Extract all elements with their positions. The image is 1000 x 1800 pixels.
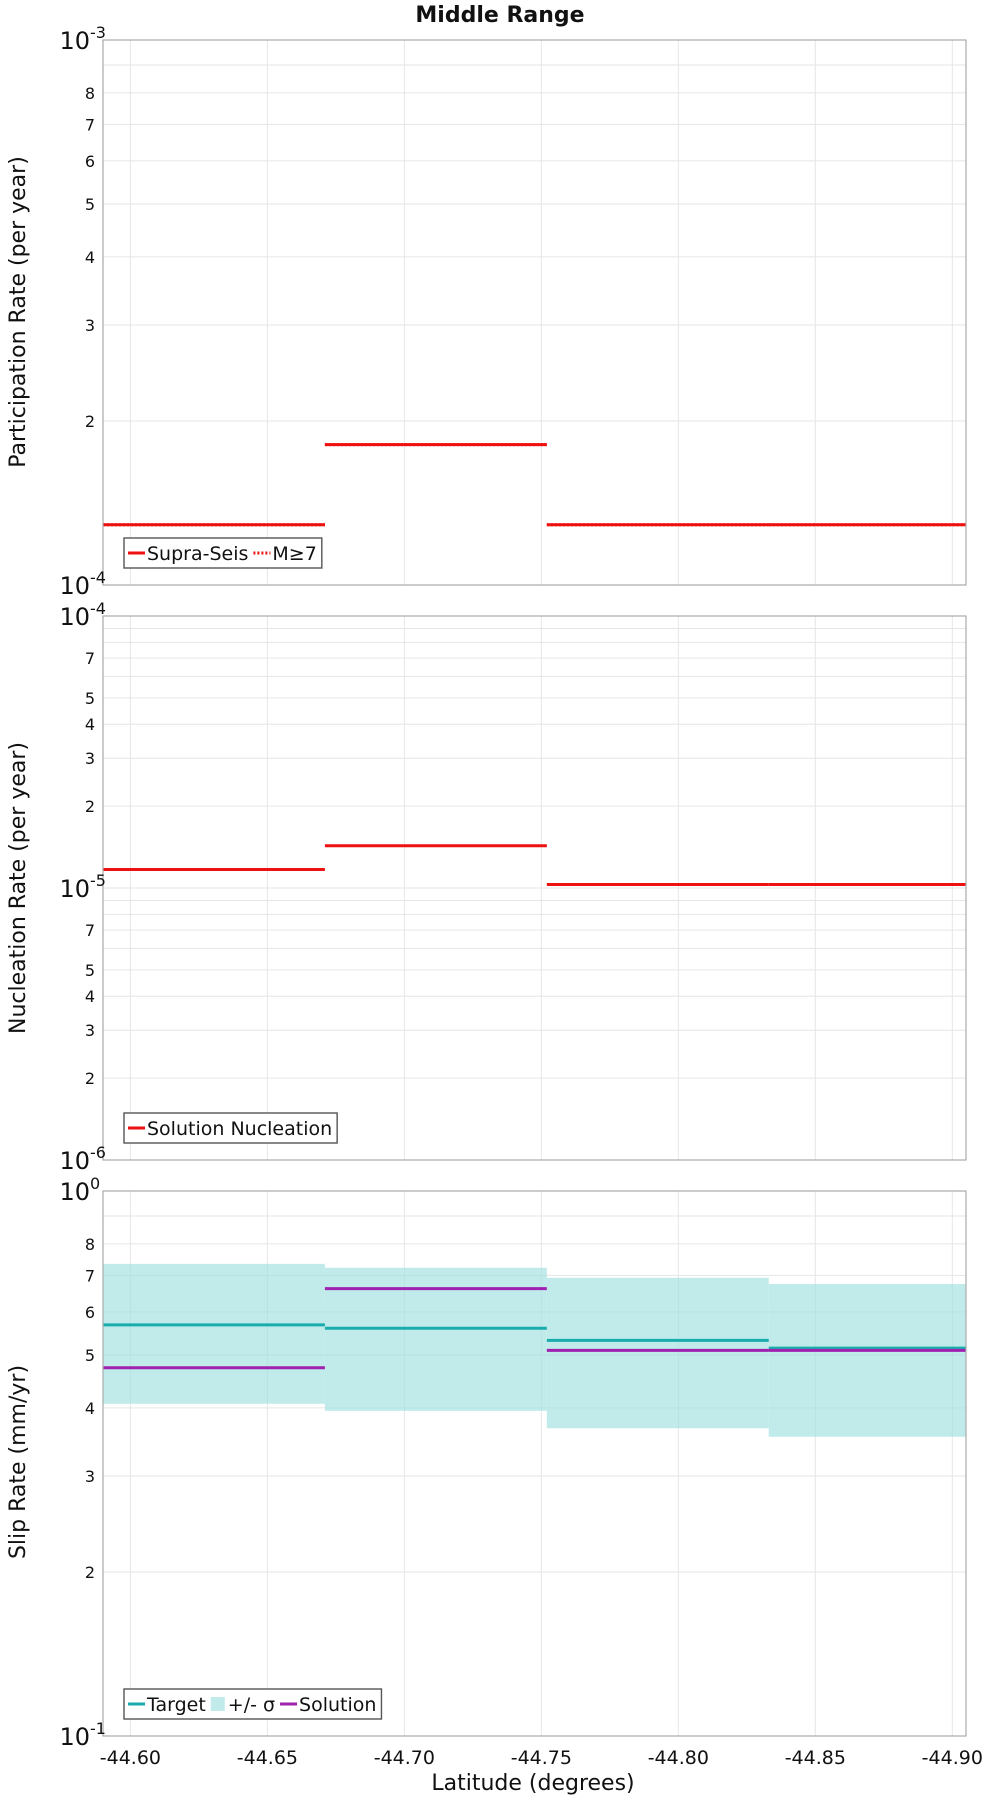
y-tick-label: 5 xyxy=(85,1346,95,1365)
y-axis-label-participation: Participation Rate (per year) xyxy=(6,156,31,468)
sigma-band xyxy=(324,1267,547,1411)
y-tick-label-major: 10 xyxy=(59,27,90,55)
y-axis-label-nucleation: Nucleation Rate (per year) xyxy=(6,742,31,1034)
y-tick-exponent: -1 xyxy=(90,1719,106,1738)
legend-box xyxy=(123,537,323,569)
legend-swatch-band xyxy=(210,1697,225,1711)
y-tick-label: 2 xyxy=(85,412,95,431)
y-tick-exponent: -4 xyxy=(90,599,106,618)
y-tick-label: 2 xyxy=(85,797,95,816)
y-tick-label: 6 xyxy=(85,152,95,171)
legend-item-label: Solution Nucleation xyxy=(147,1118,332,1140)
x-tick-label: -44.70 xyxy=(374,1747,435,1769)
y-tick-label-major: 10 xyxy=(59,572,90,600)
slip-legend: Target +/- σ Solution xyxy=(123,1688,383,1720)
y-tick-label: 7 xyxy=(85,115,95,134)
y-tick-label-major: 10 xyxy=(59,1147,90,1175)
y-tick-exponent: -3 xyxy=(90,23,106,42)
y-tick-label: 4 xyxy=(85,987,95,1006)
y-tick-label: 3 xyxy=(85,1467,95,1486)
legend-item-label: Solution xyxy=(299,1694,376,1716)
x-tick-label: -44.65 xyxy=(237,1747,298,1769)
y-tick-label: 7 xyxy=(85,921,95,940)
y-tick-exponent: -6 xyxy=(90,1143,106,1162)
y-tick-label: 7 xyxy=(85,649,95,668)
y-tick-label: 4 xyxy=(85,1399,95,1418)
plot-border xyxy=(102,615,967,1161)
y-tick-label: 6 xyxy=(85,1303,95,1322)
chart-title: Middle Range xyxy=(415,3,584,28)
sigma-band xyxy=(103,1263,325,1404)
legend-item-label: +/- σ xyxy=(228,1694,275,1716)
y-tick-label: 3 xyxy=(85,749,95,768)
sigma-band xyxy=(768,1284,966,1437)
y-tick-label: 4 xyxy=(85,248,95,267)
y-tick-label-major: 10 xyxy=(59,603,90,631)
legend-box xyxy=(123,1688,383,1720)
y-tick-label: 5 xyxy=(85,961,95,980)
y-tick-label: 5 xyxy=(85,689,95,708)
x-tick-label: -44.85 xyxy=(785,1747,846,1769)
y-tick-label: 3 xyxy=(85,1021,95,1040)
participation-legend: Supra-Seis M≥7 xyxy=(123,537,323,569)
y-tick-label-major: 10 xyxy=(59,1723,90,1751)
legend-item-label: Supra-Seis xyxy=(147,543,248,565)
y-tick-label: 8 xyxy=(85,84,95,103)
legend-box xyxy=(123,1112,338,1144)
y-axis-label-slip: Slip Rate (mm/yr) xyxy=(6,1365,31,1559)
y-tick-label-major: 10 xyxy=(59,875,90,903)
sigma-band xyxy=(546,1277,769,1429)
y-tick-label: 2 xyxy=(85,1069,95,1088)
plot-border xyxy=(102,39,967,586)
legend-item-label: Target xyxy=(146,1694,206,1716)
x-tick-label: -44.80 xyxy=(648,1747,709,1769)
y-tick-label: 5 xyxy=(85,195,95,214)
x-tick-label: -44.60 xyxy=(100,1747,161,1769)
x-tick-label: -44.75 xyxy=(511,1747,572,1769)
y-tick-exponent: 0 xyxy=(90,1174,100,1193)
y-tick-label: 2 xyxy=(85,1563,95,1582)
legend-item-label: M≥7 xyxy=(272,543,316,565)
y-tick-label-major: 10 xyxy=(59,1178,90,1206)
plot-area xyxy=(103,40,966,585)
y-tick-label: 3 xyxy=(85,316,95,335)
x-tick-label: -44.90 xyxy=(922,1747,983,1769)
y-tick-label: 8 xyxy=(85,1235,95,1254)
x-axis-label: Latitude (degrees) xyxy=(431,1771,634,1796)
y-tick-label: 7 xyxy=(85,1266,95,1285)
plot-border xyxy=(102,1190,967,1737)
y-tick-exponent: -4 xyxy=(90,568,106,587)
y-tick-label: 4 xyxy=(85,715,95,734)
nucleation-legend: Solution Nucleation xyxy=(123,1112,338,1144)
y-tick-exponent: -5 xyxy=(90,871,106,890)
